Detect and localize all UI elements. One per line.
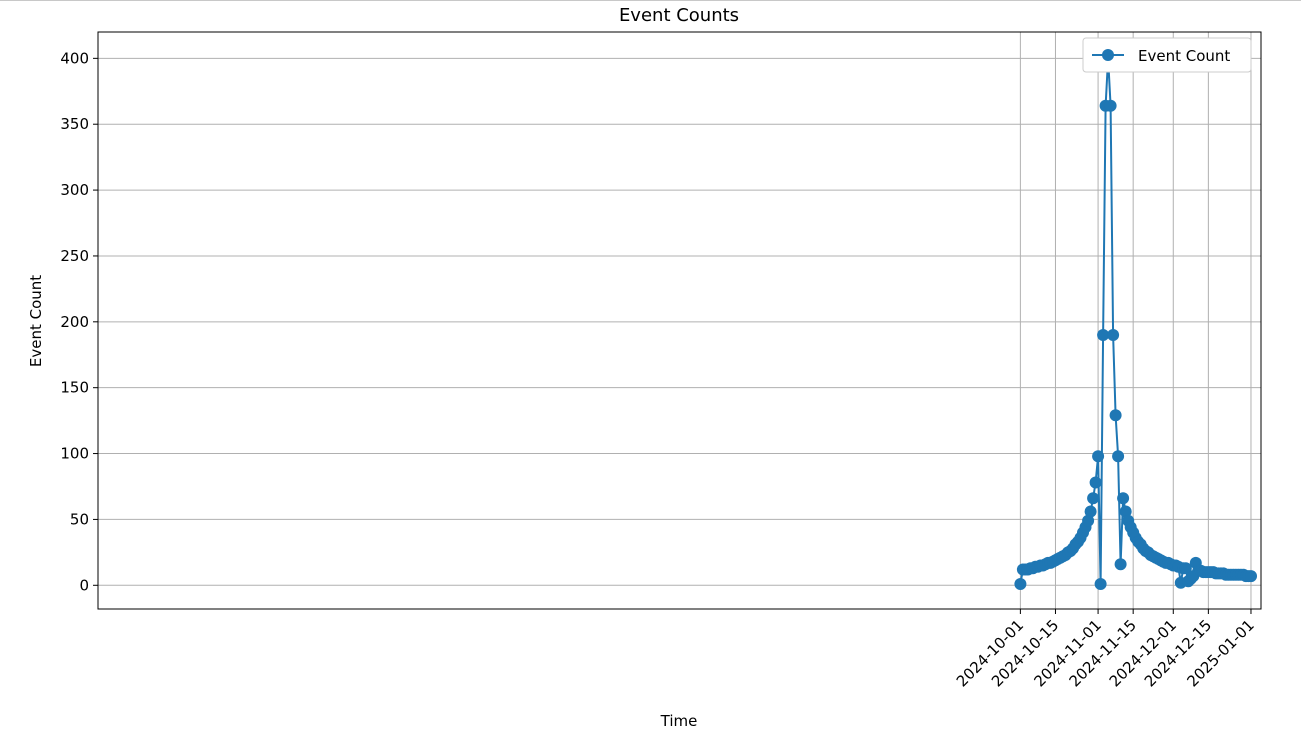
legend: Event Count [1082,37,1252,73]
chart-title: Event Counts [619,5,739,26]
legend-marker-swatch [1102,49,1114,61]
data-point [1112,450,1125,463]
data-point [1089,476,1102,489]
x-axis-label: Time [660,712,698,730]
data-point [1119,505,1132,518]
data-point [1094,578,1107,590]
data-point [1084,505,1097,518]
y-tick-label: 300 [60,181,89,199]
data-point [1104,99,1117,112]
data-point [1092,450,1105,463]
data-point [1082,514,1095,527]
y-axis-ticks: 0 50 100 150 200 250 300 350 400 [60,49,98,594]
grid-lines [98,32,1261,609]
y-axis-label: Event Count [27,275,45,367]
y-tick-label: 350 [60,115,89,133]
data-point [1109,409,1122,422]
plot-frame [97,31,1262,610]
y-tick-label: 200 [60,313,89,331]
data-point [1114,558,1127,571]
top-border [0,0,1301,1]
y-tick-label: 250 [60,247,89,265]
x-axis-ticks: 2024-10-012024-10-152024-11-012024-11-15… [953,609,1258,690]
series-markers [1014,52,1257,590]
y-tick-label: 100 [60,445,89,463]
y-tick-label: 150 [60,379,89,397]
data-point [1179,562,1192,575]
legend-box [1082,37,1252,73]
y-tick-label: 400 [60,49,89,67]
data-point [1107,329,1120,341]
legend-label: Event Count [1138,47,1230,65]
data-point [1097,329,1110,341]
y-tick-label: 0 [79,576,89,594]
data-point [1014,578,1027,590]
data-point [1087,492,1100,505]
y-tick-label: 50 [70,510,89,528]
data-point [1117,492,1130,505]
data-point [1245,570,1257,583]
